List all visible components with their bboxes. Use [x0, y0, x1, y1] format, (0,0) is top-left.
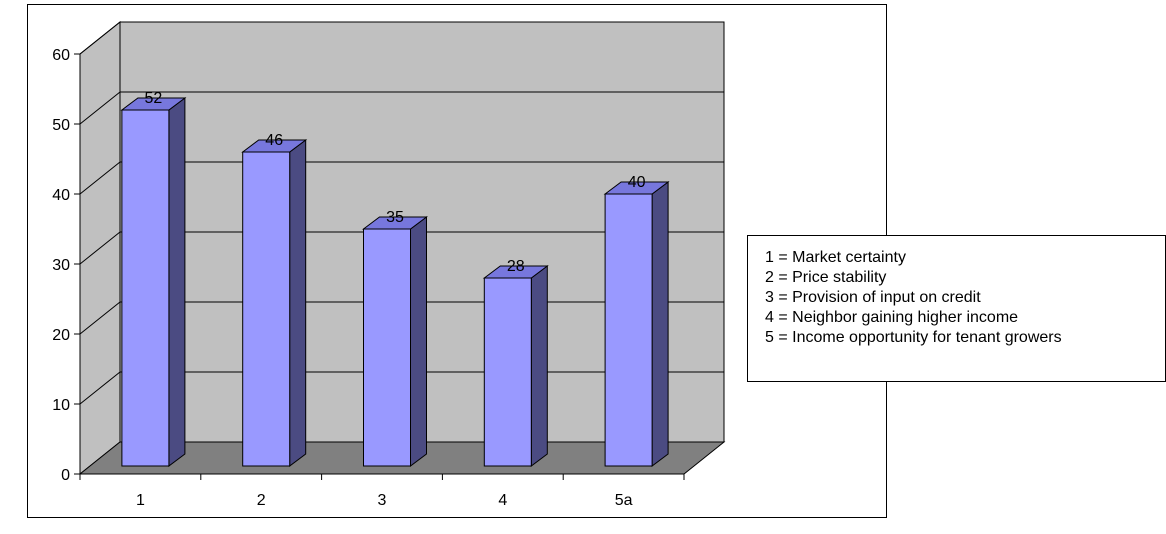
legend-item-3: 3 = Provision of input on credit	[765, 288, 1165, 308]
bar-side-face	[531, 266, 547, 466]
bar-3	[364, 217, 427, 466]
data-label: 35	[386, 209, 404, 226]
y-tick-label: 60	[52, 47, 70, 64]
legend-item-5: 5 = Income opportunity for tenant grower…	[765, 328, 1165, 348]
bar-side-face	[652, 182, 668, 466]
y-tick-label: 50	[52, 117, 70, 134]
bar-4	[484, 266, 547, 466]
x-tick-label: 1	[136, 492, 145, 509]
y-tick-label: 20	[52, 327, 70, 344]
bar-5a	[605, 182, 668, 466]
y-tick-label: 0	[61, 467, 70, 484]
legend-item-2: 2 = Price stability	[765, 268, 1165, 288]
bar-front-face	[484, 278, 531, 466]
data-label: 40	[628, 174, 646, 191]
legend-item-1: 1 = Market certainty	[765, 248, 1165, 268]
data-label: 46	[265, 132, 283, 149]
bar-side-face	[290, 140, 306, 466]
y-tick-label: 30	[52, 257, 70, 274]
bar-side-face	[411, 217, 427, 466]
data-label: 52	[145, 90, 163, 107]
legend-item-4: 4 = Neighbor gaining higher income	[765, 308, 1165, 328]
bar-front-face	[605, 194, 652, 466]
y-tick-label: 10	[52, 397, 70, 414]
x-tick-label: 2	[257, 492, 266, 509]
y-tick-label: 40	[52, 187, 70, 204]
legend: 1 = Market certainty 2 = Price stability…	[747, 235, 1166, 382]
bar-1	[122, 98, 185, 466]
x-tick-label: 5a	[615, 492, 633, 509]
x-tick-label: 4	[498, 492, 507, 509]
x-tick-label: 3	[378, 492, 387, 509]
bar-2	[243, 140, 306, 466]
bar-front-face	[364, 229, 411, 466]
bar-front-face	[122, 110, 169, 466]
bar-side-face	[169, 98, 185, 466]
bar-front-face	[243, 152, 290, 466]
data-label: 28	[507, 258, 525, 275]
